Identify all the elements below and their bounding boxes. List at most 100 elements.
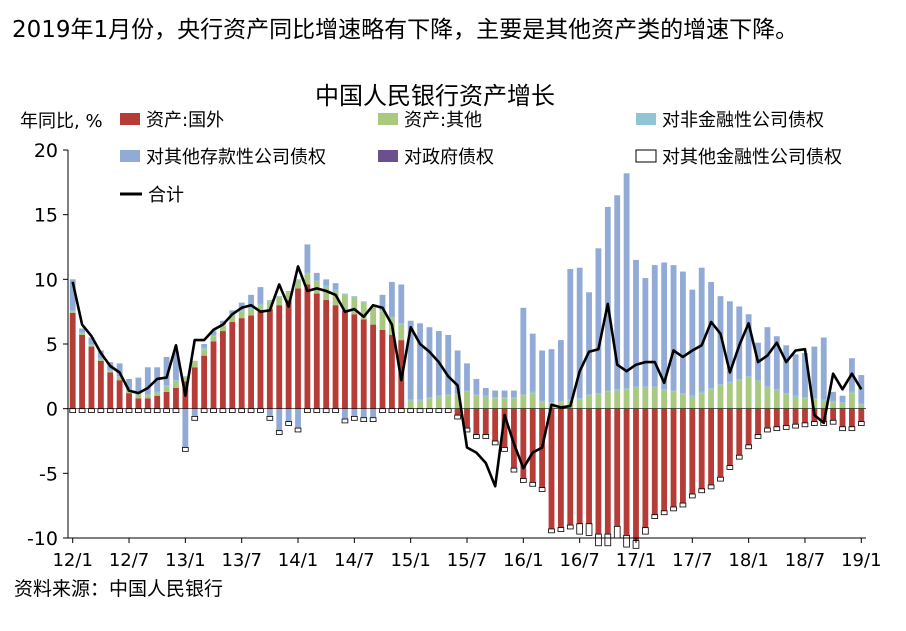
bar-segment	[642, 386, 649, 388]
bar-segment	[285, 290, 292, 293]
bar-segment	[323, 279, 330, 286]
bar-segment	[529, 333, 536, 392]
bar-segment	[745, 377, 752, 409]
x-tick-label: 18/1	[728, 550, 768, 571]
bar-segment	[511, 397, 517, 399]
bar-segment	[735, 454, 743, 460]
bar-segment	[557, 340, 564, 401]
bar-segment	[182, 376, 189, 378]
bar-segment	[154, 391, 161, 394]
bar-segment	[219, 331, 226, 409]
bar-segment	[304, 284, 311, 409]
bar-segment	[163, 408, 170, 413]
bar-segment	[482, 397, 489, 409]
bar-segment	[304, 274, 311, 285]
bar-segment	[219, 408, 227, 413]
bar-segment	[623, 173, 630, 388]
bar-segment	[773, 426, 781, 432]
bar-segment	[689, 395, 696, 398]
bar-segment	[379, 311, 386, 330]
bar-segment	[294, 427, 302, 433]
bar-segment	[97, 358, 104, 360]
bar-segment	[107, 369, 114, 372]
bar-segment	[257, 303, 264, 306]
bar-segment	[379, 310, 386, 312]
bar-segment	[764, 408, 771, 429]
legend-label: 对政府债权	[404, 147, 494, 168]
bar-segment	[454, 414, 461, 420]
legend-label: 对其他金融性公司债权	[662, 147, 842, 168]
bar-segment	[351, 314, 358, 409]
bar-segment	[257, 287, 264, 304]
bar-segment	[360, 302, 367, 320]
y-tick-label: 10	[34, 269, 58, 291]
x-tick-label: 14/7	[334, 550, 374, 571]
bar-segment	[144, 395, 151, 399]
bar-segment	[454, 394, 461, 409]
bar-segment	[576, 408, 583, 524]
bar-segment	[276, 408, 283, 431]
bar-segment	[154, 395, 161, 409]
bar-segment	[661, 262, 668, 390]
bar-segment	[182, 447, 189, 452]
bar-segment	[520, 394, 527, 396]
bar-segment	[69, 311, 76, 313]
bar-segment	[491, 440, 499, 446]
bar-segment	[548, 349, 555, 403]
bar-segment	[266, 309, 273, 409]
bar-segment	[210, 334, 217, 337]
bar-segment	[417, 323, 423, 400]
bar-segment	[342, 310, 348, 409]
bar-segment	[633, 387, 639, 409]
bar-segment	[79, 333, 85, 335]
bar-segment	[435, 397, 442, 409]
bar-segment	[783, 394, 790, 409]
bar-segment	[595, 408, 602, 535]
bar-segment	[116, 376, 123, 378]
legend-swatch	[378, 113, 398, 125]
bar-segment	[69, 310, 76, 312]
bar-segment	[248, 309, 254, 316]
bar-segment	[295, 280, 301, 289]
bar-segment	[839, 403, 846, 409]
bar-segment	[707, 484, 715, 490]
legend-swatch	[120, 113, 140, 125]
bar-segment	[830, 408, 837, 421]
bar-segment	[557, 527, 565, 532]
bar-segment	[238, 310, 245, 312]
bar-segment	[238, 311, 245, 319]
bar-segment	[388, 408, 396, 413]
bar-segment	[266, 300, 273, 302]
bar-segment	[172, 408, 180, 413]
bar-segment	[802, 397, 808, 399]
bar-segment	[548, 528, 555, 534]
bar-segment	[248, 315, 254, 409]
bar-segment	[266, 416, 274, 421]
bar-segment	[426, 398, 433, 409]
bar-segment	[745, 444, 752, 450]
bar-segment	[351, 408, 358, 417]
x-tick-label: 15/1	[390, 550, 430, 571]
bar-segment	[322, 408, 330, 413]
bar-segment	[661, 408, 668, 511]
bar-segment	[492, 398, 499, 409]
bar-segment	[773, 336, 780, 390]
bar-segment	[163, 356, 170, 386]
bar-segment	[351, 416, 358, 421]
bar-segment	[398, 324, 405, 341]
bar-segment	[107, 372, 114, 409]
bar-segment	[689, 289, 696, 396]
bar-segment	[79, 332, 85, 334]
bar-segment	[445, 394, 452, 396]
bar-segment	[567, 408, 574, 526]
bar-segment	[576, 267, 583, 399]
bar-segment	[379, 294, 386, 311]
bar-segment	[736, 408, 743, 456]
bar-segment	[811, 421, 818, 426]
bar-segment	[397, 408, 405, 413]
bar-segment	[708, 389, 715, 409]
bar-segment	[238, 318, 245, 409]
bar-segment	[613, 525, 621, 539]
bar-segment	[670, 408, 677, 507]
